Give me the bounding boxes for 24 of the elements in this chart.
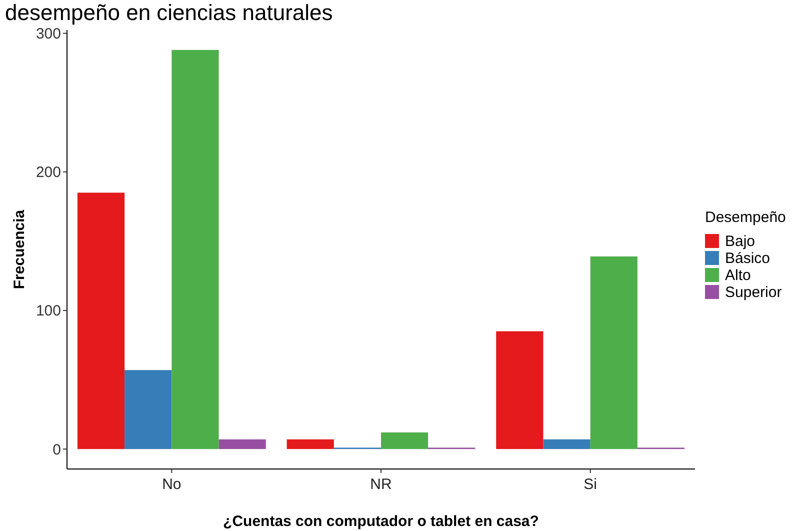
bar [496, 331, 544, 450]
y-tick-label: 0 [52, 441, 61, 458]
legend-label: Superior [725, 284, 782, 301]
x-tick-label: Si [584, 476, 598, 493]
bar [172, 50, 219, 450]
legend-title: Desempeño [705, 209, 786, 226]
y-axis-title: Frecuencia [11, 209, 28, 290]
bar [218, 439, 266, 450]
y-tick-label: 100 [36, 302, 61, 320]
y-tick-label: 200 [36, 164, 61, 182]
chart-title: desempeño en ciencias naturales [5, 0, 333, 25]
x-tick-label: NR [370, 476, 392, 493]
x-axis-title: ¿Cuentas con computador o tablet en casa? [223, 513, 539, 530]
bar [543, 439, 590, 450]
legend-label: Alto [725, 267, 751, 284]
x-tick-label: No [162, 476, 182, 493]
bar [590, 256, 638, 450]
bar [77, 192, 125, 450]
y-tick-label: 300 [36, 26, 61, 43]
legend-label: Básico [725, 250, 770, 267]
bar [124, 370, 172, 450]
bar [381, 432, 428, 450]
legend-label: Bajo [725, 233, 756, 250]
bar [286, 439, 334, 450]
